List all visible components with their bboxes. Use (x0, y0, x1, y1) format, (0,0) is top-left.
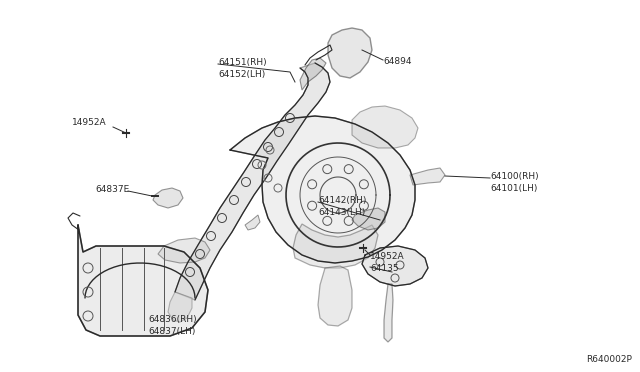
Polygon shape (318, 266, 352, 326)
Polygon shape (352, 106, 418, 148)
Text: 64143(LH): 64143(LH) (318, 208, 365, 217)
Polygon shape (78, 225, 208, 336)
Text: 64135: 64135 (370, 264, 399, 273)
Text: 64894: 64894 (383, 57, 412, 66)
Polygon shape (245, 215, 260, 230)
Text: 64836(RH): 64836(RH) (148, 315, 196, 324)
Text: 64837(LH): 64837(LH) (148, 327, 195, 336)
Polygon shape (352, 208, 385, 230)
Text: 14952A: 14952A (72, 118, 107, 127)
Text: 64152(LH): 64152(LH) (218, 70, 265, 79)
Polygon shape (410, 168, 445, 185)
Polygon shape (153, 188, 183, 208)
Text: 64151(RH): 64151(RH) (218, 58, 267, 67)
Polygon shape (168, 292, 192, 322)
Polygon shape (362, 246, 428, 286)
Text: 64101(LH): 64101(LH) (490, 184, 538, 193)
Polygon shape (384, 284, 393, 342)
Text: 64142(RH): 64142(RH) (318, 196, 366, 205)
Text: 14952A: 14952A (370, 252, 404, 261)
Polygon shape (158, 238, 210, 263)
Text: 64100(RH): 64100(RH) (490, 172, 539, 181)
Text: 64837E: 64837E (95, 185, 129, 194)
Polygon shape (328, 28, 372, 78)
Polygon shape (230, 116, 415, 263)
Polygon shape (175, 63, 330, 300)
Text: R640002P: R640002P (586, 355, 632, 364)
Polygon shape (293, 224, 378, 268)
Polygon shape (300, 58, 326, 90)
